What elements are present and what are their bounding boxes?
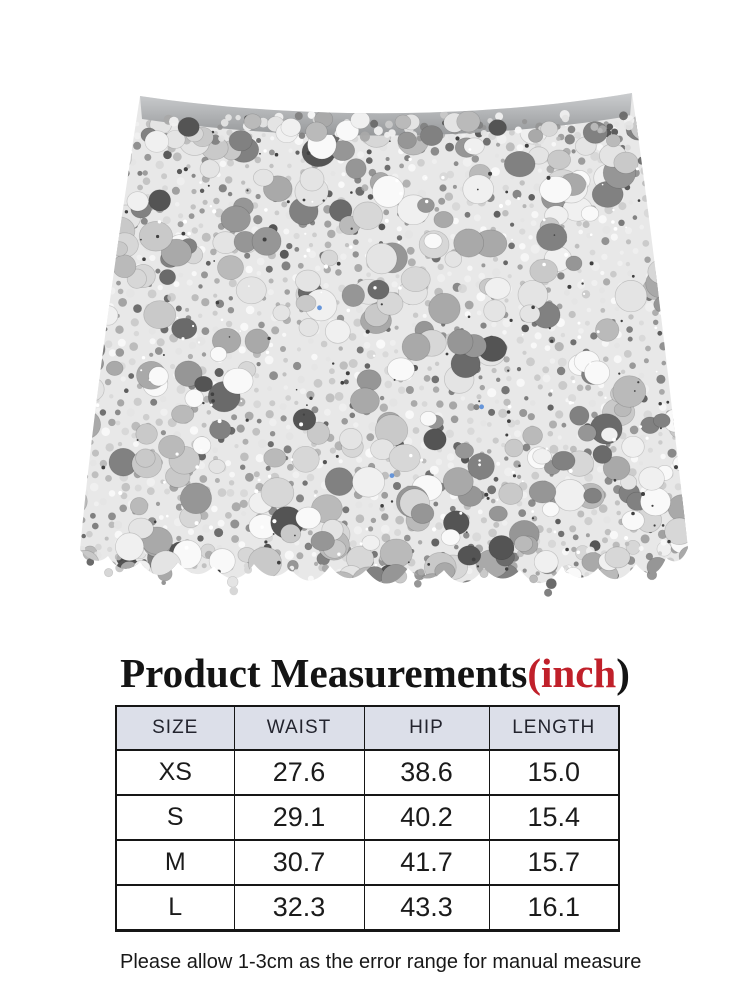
table-row: XS 27.6 38.6 15.0 (115, 749, 620, 796)
measurement-cell: 15.4 (488, 794, 620, 841)
measure-disclaimer: Please allow 1-3cm as the error range fo… (120, 951, 642, 973)
size-cell: L (115, 884, 235, 932)
measurement-cell: 27.6 (233, 749, 365, 796)
size-cell: XS (115, 749, 235, 796)
measurement-cell: 43.3 (363, 884, 490, 932)
sequins-over-waistband (140, 110, 635, 153)
title-closing-paren: ) (616, 650, 630, 696)
size-cell: M (115, 839, 235, 886)
measurement-table: SIZE WAIST HIP LENGTH XS 27.6 38.6 15.0 S 29.1 40… (115, 705, 620, 932)
measurement-cell: 15.0 (488, 749, 620, 796)
column-header: SIZE (115, 705, 235, 751)
title-text: Product Measurements (120, 650, 528, 696)
column-header: HIP (363, 705, 490, 751)
size-chart: SIZE WAIST HIP LENGTH XS 27.6 38.6 15.0 S 29.1 40… (115, 705, 620, 932)
measurement-cell: 40.2 (363, 794, 490, 841)
measurement-cell: 15.7 (488, 839, 620, 886)
column-header: WAIST (233, 705, 365, 751)
measurement-cell: 41.7 (363, 839, 490, 886)
title-unit-highlight: (inch (527, 650, 617, 696)
table-body: XS 27.6 38.6 15.0 S 29.1 40.2 15.4 M 30.7 41.7 15.7… (115, 749, 620, 932)
measurement-cell: 38.6 (363, 749, 490, 796)
table-header: SIZE WAIST HIP LENGTH (115, 705, 620, 751)
measurement-cell: 30.7 (233, 839, 365, 886)
measurement-cell: 29.1 (233, 794, 365, 841)
measurement-cell: 16.1 (488, 884, 620, 932)
table-row: M 30.7 41.7 15.7 (115, 839, 620, 886)
size-cell: S (115, 794, 235, 841)
product-photo (80, 93, 688, 597)
measurement-cell: 32.3 (233, 884, 365, 932)
column-header: LENGTH (488, 705, 620, 751)
header-row: SIZE WAIST HIP LENGTH (115, 705, 620, 751)
table-row: S 29.1 40.2 15.4 (115, 794, 620, 841)
table-row: L 32.3 43.3 16.1 (115, 884, 620, 932)
page-title: Product Measurements(inch) (0, 649, 750, 697)
